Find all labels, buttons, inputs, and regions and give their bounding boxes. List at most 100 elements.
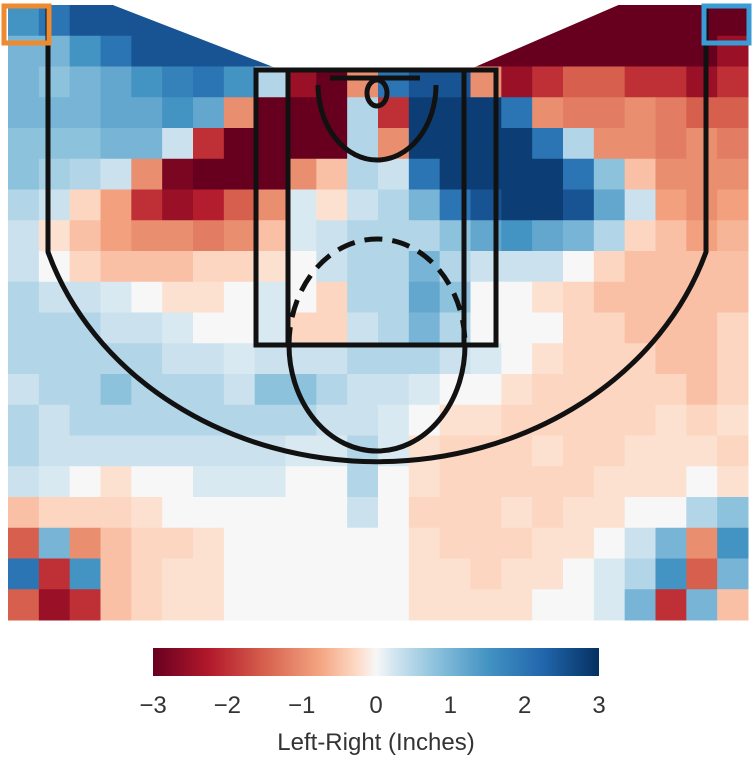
heatmap-cell: [285, 558, 317, 590]
heatmap-cell: [254, 466, 286, 498]
heatmap-cell: [655, 466, 687, 498]
heatmap-cell: [624, 527, 656, 559]
heatmap-cell: [655, 404, 687, 436]
heatmap-cell: [532, 35, 564, 67]
heatmap-cell: [162, 97, 194, 129]
heatmap-cell: [69, 589, 101, 621]
heatmap-cell: [100, 97, 132, 129]
heatmap-cell: [8, 5, 40, 37]
heatmap-cell: [100, 527, 132, 559]
heatmap-cell: [624, 66, 656, 98]
heatmap-cell: [686, 497, 718, 529]
heatmap-cell: [38, 66, 71, 98]
heatmap-cell: [8, 35, 40, 67]
heatmap-cell: [624, 158, 656, 190]
heatmap-cell: [223, 97, 256, 129]
colorbar-tick-label: −2: [214, 692, 241, 719]
heatmap-cell: [593, 128, 626, 160]
heatmap-cell: [193, 466, 225, 498]
heatmap-cell: [347, 374, 379, 406]
heatmap-cell: [717, 374, 749, 406]
heatmap-cell: [408, 281, 441, 313]
heatmap-cell: [193, 312, 225, 344]
heatmap-cell: [717, 97, 749, 129]
heatmap-cell: [717, 589, 749, 621]
heatmap-cell: [501, 281, 533, 313]
heatmap-cell: [532, 527, 564, 559]
heatmap-cell: [532, 374, 564, 406]
heatmap-cell: [501, 220, 533, 252]
heatmap-cell: [131, 66, 163, 98]
heatmap-cell: [69, 158, 101, 190]
heatmap-cell: [223, 527, 256, 559]
heatmap-cell: [193, 558, 225, 590]
heatmap-cell: [532, 220, 564, 252]
heatmap-cell: [285, 158, 317, 190]
heatmap-cell: [624, 435, 656, 467]
heatmap-cell: [378, 466, 410, 498]
heatmap-cell: [470, 466, 502, 498]
heatmap-cell: [470, 497, 502, 529]
heatmap-cell: [532, 435, 564, 467]
heatmap-cell: [717, 35, 749, 67]
heatmap-cell: [717, 527, 749, 559]
heatmap-cell: [193, 527, 225, 559]
heatmap-cell: [378, 251, 410, 283]
heatmap-cell: [193, 281, 225, 313]
heatmap-cell: [439, 589, 471, 621]
heatmap-cell: [38, 158, 71, 190]
heatmap-cell: [624, 374, 656, 406]
heatmap-cell: [100, 466, 132, 498]
heatmap-cell: [100, 189, 132, 221]
court-lines: [45, 5, 709, 465]
heatmap-cell: [686, 404, 718, 436]
heatmap-cell: [254, 343, 286, 375]
heatmap-cell: [532, 312, 564, 344]
heatmap-cell: [593, 66, 626, 98]
heatmap-cell: [378, 281, 410, 313]
heatmap-cell: [8, 435, 40, 467]
heatmap-cell: [316, 558, 348, 590]
heatmap-cell: [8, 189, 40, 221]
heatmap-cell: [316, 527, 348, 559]
heatmap-cell: [470, 558, 502, 590]
heatmap-cell: [131, 312, 163, 344]
heatmap-cell: [686, 343, 718, 375]
heatmap-cell: [593, 35, 626, 67]
heatmap-cell: [532, 497, 564, 529]
heatmap-cell: [38, 220, 71, 252]
heatmap-cell: [624, 35, 656, 67]
heatmap-cell: [38, 435, 71, 467]
heatmap-cell: [501, 97, 533, 129]
heatmap-cell: [563, 343, 595, 375]
heatmap-cell: [408, 497, 441, 529]
heatmap-cell: [8, 128, 40, 160]
heatmap-cell: [717, 5, 749, 37]
heatmap-cell: [316, 281, 348, 313]
heatmap-cell: [593, 435, 626, 467]
heatmap-cell: [408, 343, 441, 375]
heatmap-cell: [69, 466, 101, 498]
heatmap-cell: [717, 404, 749, 436]
heatmap-cell: [38, 374, 71, 406]
heatmap-cell: [100, 281, 132, 313]
heatmap-cell: [193, 497, 225, 529]
heatmap-cell: [717, 251, 749, 283]
heatmap-cell: [717, 466, 749, 498]
heatmap-cell: [501, 343, 533, 375]
heatmap-cell: [131, 558, 163, 590]
heatmap-cell: [8, 251, 40, 283]
heatmap-cell: [316, 343, 348, 375]
heatmap-cell: [193, 251, 225, 283]
heatmap-cell: [131, 128, 163, 160]
heatmap-cell: [532, 558, 564, 590]
heatmap-cell: [223, 251, 256, 283]
heatmap-cell: [285, 497, 317, 529]
heatmap-cell: [69, 558, 101, 590]
heatmap-cell: [593, 189, 626, 221]
heatmap-cell: [563, 66, 595, 98]
heatmap-cell: [532, 158, 564, 190]
heatmap-cell: [563, 589, 595, 621]
heatmap-cell: [254, 312, 286, 344]
heatmap-cell: [316, 189, 348, 221]
